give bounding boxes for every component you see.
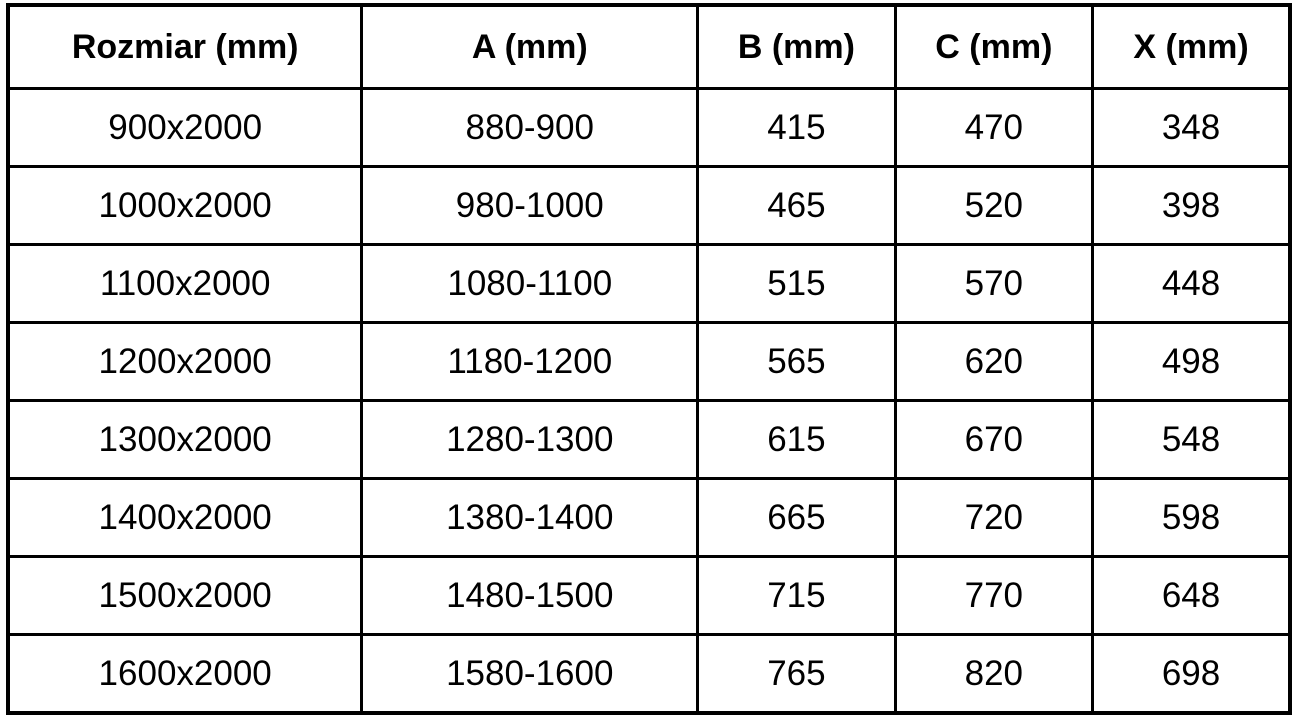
- cell-c: 770: [893, 555, 1095, 636]
- cell-rozmiar: 900x2000: [6, 87, 364, 168]
- cell-c: 570: [893, 243, 1095, 324]
- cell-c: 470: [893, 87, 1095, 168]
- cell-a: 1180-1200: [360, 321, 700, 402]
- table-row: 1600x2000 1580-1600 765 820 698: [6, 633, 1292, 715]
- table-header-row: Rozmiar (mm) A (mm) B (mm) C (mm) X (mm): [6, 3, 1292, 90]
- cell-rozmiar: 1600x2000: [6, 633, 364, 715]
- cell-b: 465: [696, 165, 897, 246]
- cell-x: 698: [1091, 633, 1292, 715]
- cell-rozmiar: 1100x2000: [6, 243, 364, 324]
- cell-b: 765: [696, 633, 897, 715]
- table-row: 1500x2000 1480-1500 715 770 648: [6, 555, 1292, 636]
- header-rozmiar: Rozmiar (mm): [6, 3, 364, 90]
- cell-c: 670: [893, 399, 1095, 480]
- table-row: 1200x2000 1180-1200 565 620 498: [6, 321, 1292, 402]
- header-b: B (mm): [696, 3, 897, 90]
- cell-a: 980-1000: [360, 165, 700, 246]
- cell-c: 520: [893, 165, 1095, 246]
- cell-a: 1380-1400: [360, 477, 700, 558]
- cell-b: 415: [696, 87, 897, 168]
- cell-x: 498: [1091, 321, 1292, 402]
- cell-c: 720: [893, 477, 1095, 558]
- table-row: 1100x2000 1080-1100 515 570 448: [6, 243, 1292, 324]
- table-row: 1300x2000 1280-1300 615 670 548: [6, 399, 1292, 480]
- table-row: 1000x2000 980-1000 465 520 398: [6, 165, 1292, 246]
- cell-b: 565: [696, 321, 897, 402]
- cell-a: 880-900: [360, 87, 700, 168]
- cell-a: 1480-1500: [360, 555, 700, 636]
- header-c: C (mm): [893, 3, 1095, 90]
- cell-rozmiar: 1300x2000: [6, 399, 364, 480]
- cell-rozmiar: 1500x2000: [6, 555, 364, 636]
- table-row: 1400x2000 1380-1400 665 720 598: [6, 477, 1292, 558]
- cell-x: 648: [1091, 555, 1292, 636]
- header-a: A (mm): [360, 3, 700, 90]
- cell-b: 615: [696, 399, 897, 480]
- cell-a: 1280-1300: [360, 399, 700, 480]
- cell-b: 715: [696, 555, 897, 636]
- cell-c: 820: [893, 633, 1095, 715]
- cell-x: 348: [1091, 87, 1292, 168]
- cell-b: 665: [696, 477, 897, 558]
- table-row: 900x2000 880-900 415 470 348: [6, 87, 1292, 168]
- cell-rozmiar: 1000x2000: [6, 165, 364, 246]
- cell-x: 548: [1091, 399, 1292, 480]
- cell-x: 448: [1091, 243, 1292, 324]
- cell-rozmiar: 1200x2000: [6, 321, 364, 402]
- cell-c: 620: [893, 321, 1095, 402]
- cell-x: 598: [1091, 477, 1292, 558]
- cell-x: 398: [1091, 165, 1292, 246]
- cell-a: 1580-1600: [360, 633, 700, 715]
- header-x: X (mm): [1091, 3, 1292, 90]
- dimensions-spec-table: Rozmiar (mm) A (mm) B (mm) C (mm) X (mm)…: [6, 3, 1292, 715]
- cell-rozmiar: 1400x2000: [6, 477, 364, 558]
- cell-a: 1080-1100: [360, 243, 700, 324]
- cell-b: 515: [696, 243, 897, 324]
